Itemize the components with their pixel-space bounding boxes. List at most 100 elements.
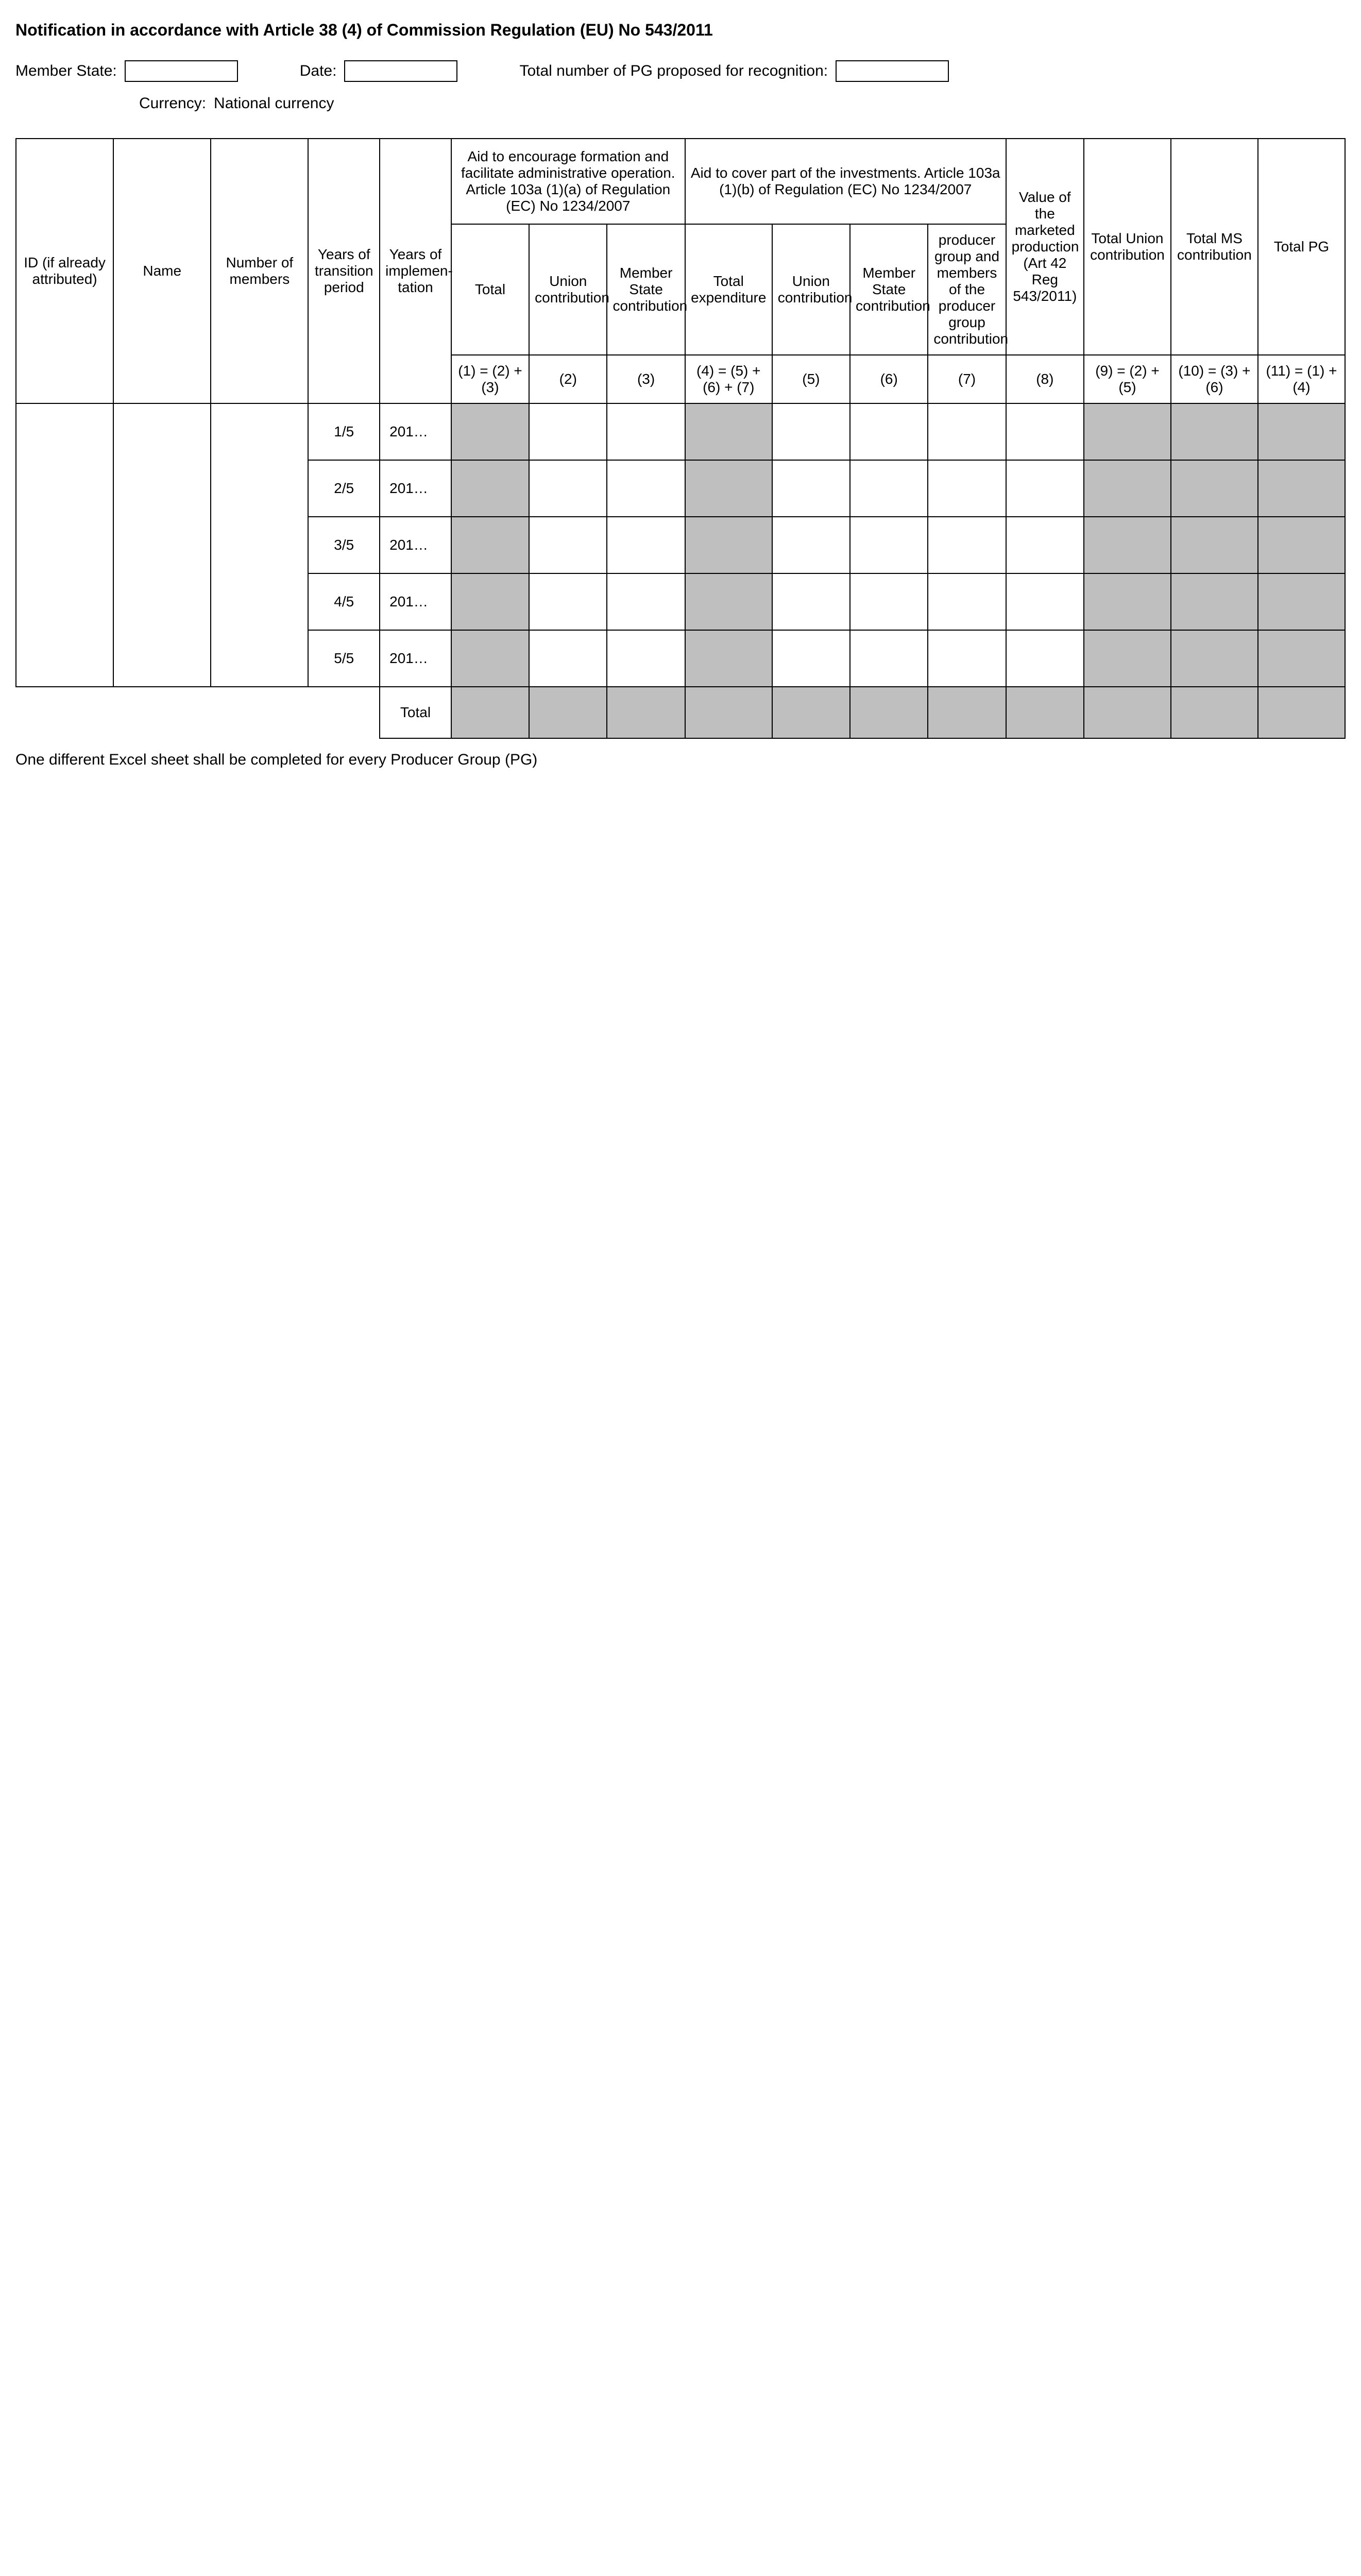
cell-c7[interactable] bbox=[928, 630, 1006, 687]
cell-c8[interactable] bbox=[1006, 630, 1084, 687]
hdr-num-members: Number of members bbox=[211, 139, 308, 403]
date-label: Date: bbox=[300, 62, 337, 80]
cell-c5[interactable] bbox=[772, 403, 850, 460]
date-field: Date: bbox=[300, 60, 458, 82]
cell-c11[interactable] bbox=[1258, 573, 1345, 630]
f2: (2) bbox=[529, 355, 607, 403]
cell-c4[interactable] bbox=[685, 517, 772, 573]
cell-yimpl[interactable]: 201… bbox=[380, 403, 451, 460]
total-c11[interactable] bbox=[1258, 687, 1345, 738]
cell-c11[interactable] bbox=[1258, 403, 1345, 460]
cell-c1[interactable] bbox=[451, 573, 529, 630]
cell-id[interactable] bbox=[16, 403, 113, 687]
cell-c9[interactable] bbox=[1084, 630, 1171, 687]
f7: (7) bbox=[928, 355, 1006, 403]
cell-c6[interactable] bbox=[850, 517, 928, 573]
cell-c2[interactable] bbox=[529, 460, 607, 517]
cell-c10[interactable] bbox=[1171, 460, 1258, 517]
cell-ytp: 3/5 bbox=[308, 517, 380, 573]
total-c6[interactable] bbox=[850, 687, 928, 738]
cell-yimpl[interactable]: 201… bbox=[380, 460, 451, 517]
cell-c9[interactable] bbox=[1084, 403, 1171, 460]
cell-yimpl[interactable]: 201… bbox=[380, 573, 451, 630]
cell-c7[interactable] bbox=[928, 573, 1006, 630]
cell-c11[interactable] bbox=[1258, 630, 1345, 687]
cell-c8[interactable] bbox=[1006, 517, 1084, 573]
f9: (9) = (2) + (5) bbox=[1084, 355, 1171, 403]
f11: (11) = (1) + (4) bbox=[1258, 355, 1345, 403]
cell-c3[interactable] bbox=[607, 517, 685, 573]
cell-c2[interactable] bbox=[529, 573, 607, 630]
cell-c2[interactable] bbox=[529, 403, 607, 460]
total-c2[interactable] bbox=[529, 687, 607, 738]
f5: (5) bbox=[772, 355, 850, 403]
cell-c8[interactable] bbox=[1006, 403, 1084, 460]
cell-c7[interactable] bbox=[928, 403, 1006, 460]
cell-c5[interactable] bbox=[772, 517, 850, 573]
cell-c3[interactable] bbox=[607, 460, 685, 517]
currency-label: Currency: bbox=[139, 95, 206, 112]
cell-c7[interactable] bbox=[928, 517, 1006, 573]
member-state-box[interactable] bbox=[125, 60, 238, 82]
total-c3[interactable] bbox=[607, 687, 685, 738]
total-pg-box[interactable] bbox=[836, 60, 949, 82]
hdr-years-transition: Years of transition period bbox=[308, 139, 380, 403]
date-box[interactable] bbox=[344, 60, 457, 82]
total-c9[interactable] bbox=[1084, 687, 1171, 738]
header-row-2: Currency: National currency bbox=[139, 95, 1346, 112]
cell-c6[interactable] bbox=[850, 460, 928, 517]
total-c4[interactable] bbox=[685, 687, 772, 738]
cell-c6[interactable] bbox=[850, 573, 928, 630]
sub-union-a: Union contribution bbox=[529, 224, 607, 355]
cell-name[interactable] bbox=[113, 403, 211, 687]
cell-c1[interactable] bbox=[451, 460, 529, 517]
cell-c7[interactable] bbox=[928, 460, 1006, 517]
cell-c8[interactable] bbox=[1006, 573, 1084, 630]
cell-c4[interactable] bbox=[685, 573, 772, 630]
cell-c2[interactable] bbox=[529, 630, 607, 687]
cell-c2[interactable] bbox=[529, 517, 607, 573]
cell-c5[interactable] bbox=[772, 460, 850, 517]
cell-c5[interactable] bbox=[772, 573, 850, 630]
cell-c4[interactable] bbox=[685, 460, 772, 517]
cell-c6[interactable] bbox=[850, 630, 928, 687]
member-state-label: Member State: bbox=[15, 62, 117, 80]
f8: (8) bbox=[1006, 355, 1084, 403]
cell-num[interactable] bbox=[211, 403, 308, 687]
cell-c9[interactable] bbox=[1084, 573, 1171, 630]
hdr-name: Name bbox=[113, 139, 211, 403]
cell-yimpl[interactable]: 201… bbox=[380, 517, 451, 573]
total-c7[interactable] bbox=[928, 687, 1006, 738]
cell-c9[interactable] bbox=[1084, 517, 1171, 573]
hdr-group-a: Aid to encourage formation and facilitat… bbox=[451, 139, 685, 224]
cell-c1[interactable] bbox=[451, 630, 529, 687]
cell-c3[interactable] bbox=[607, 403, 685, 460]
cell-c10[interactable] bbox=[1171, 573, 1258, 630]
blank bbox=[308, 687, 380, 738]
cell-c11[interactable] bbox=[1258, 460, 1345, 517]
cell-c10[interactable] bbox=[1171, 517, 1258, 573]
total-c10[interactable] bbox=[1171, 687, 1258, 738]
total-c8[interactable] bbox=[1006, 687, 1084, 738]
sub-total-a: Total bbox=[451, 224, 529, 355]
cell-c10[interactable] bbox=[1171, 630, 1258, 687]
total-c1[interactable] bbox=[451, 687, 529, 738]
cell-c8[interactable] bbox=[1006, 460, 1084, 517]
cell-yimpl[interactable]: 201… bbox=[380, 630, 451, 687]
cell-c1[interactable] bbox=[451, 403, 529, 460]
hdr-total-ms: Total MS contribution bbox=[1171, 139, 1258, 355]
sub-total-b: Total expenditure bbox=[685, 224, 772, 355]
cell-c10[interactable] bbox=[1171, 403, 1258, 460]
total-c5[interactable] bbox=[772, 687, 850, 738]
cell-c3[interactable] bbox=[607, 630, 685, 687]
f3: (3) bbox=[607, 355, 685, 403]
cell-c5[interactable] bbox=[772, 630, 850, 687]
cell-c11[interactable] bbox=[1258, 517, 1345, 573]
cell-c9[interactable] bbox=[1084, 460, 1171, 517]
cell-c4[interactable] bbox=[685, 403, 772, 460]
cell-c6[interactable] bbox=[850, 403, 928, 460]
cell-c1[interactable] bbox=[451, 517, 529, 573]
cell-c4[interactable] bbox=[685, 630, 772, 687]
cell-c3[interactable] bbox=[607, 573, 685, 630]
f4: (4) = (5) + (6) + (7) bbox=[685, 355, 772, 403]
